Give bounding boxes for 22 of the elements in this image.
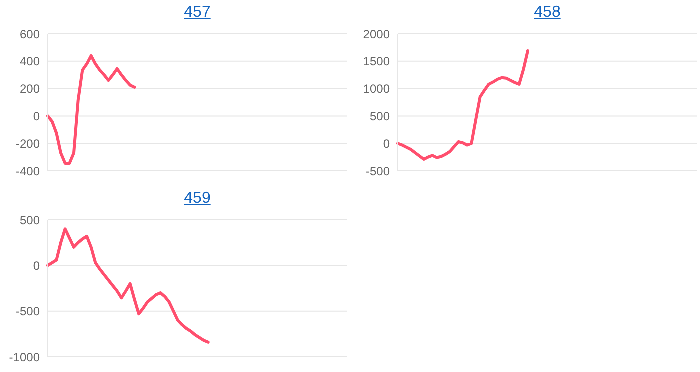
y-tick-label: 0 — [33, 109, 40, 124]
y-tick-label: -400 — [16, 164, 40, 178]
y-tick-label: 200 — [20, 82, 40, 96]
y-tick-label: 400 — [20, 54, 40, 69]
y-tick-label: 500 — [370, 109, 390, 124]
chart-title: 458 — [533, 4, 562, 22]
y-tick-label: 500 — [20, 213, 40, 228]
y-tick-label: -500 — [16, 304, 40, 319]
line-series — [46, 228, 210, 344]
line-series — [46, 54, 136, 165]
y-tick-label: 0 — [33, 258, 40, 273]
y-tick-label: -500 — [366, 164, 390, 178]
y-tick-label: 0 — [383, 136, 390, 151]
chart-title: 459 — [183, 190, 212, 208]
line-series — [396, 49, 530, 161]
y-tick-label: -1000 — [9, 350, 40, 364]
y-tick-label: 600 — [20, 27, 40, 42]
y-tick-label: 1500 — [363, 54, 390, 69]
y-tick-label: 2000 — [363, 27, 390, 42]
y-tick-label: 1000 — [363, 82, 390, 96]
y-tick-label: -200 — [16, 136, 40, 151]
chart-title: 457 — [183, 4, 212, 22]
